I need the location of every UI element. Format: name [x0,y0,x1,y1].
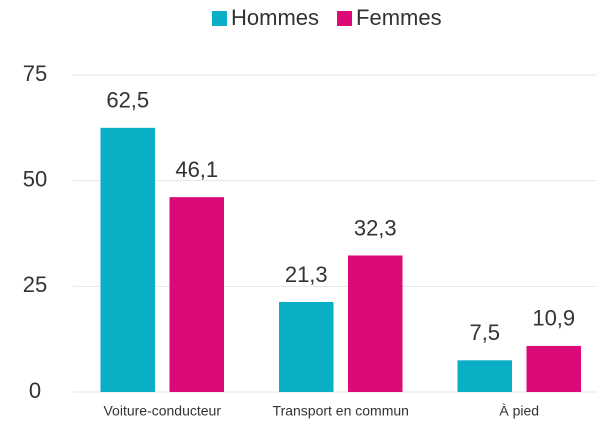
bar [169,197,224,392]
y-tick-label: 75 [23,61,47,86]
bar [457,360,512,392]
bar [348,255,403,392]
legend-label: Hommes [231,5,319,30]
legend-label: Femmes [356,5,442,30]
legend-swatch [337,11,353,26]
x-tick-label: À pied [499,403,539,419]
data-label: 7,5 [469,320,500,345]
data-label: 46,1 [175,157,218,182]
x-tick-label: Transport en commun [273,403,409,419]
data-label: 32,3 [354,215,397,240]
data-label: 10,9 [532,306,575,331]
y-tick-label: 25 [23,272,47,297]
legend-swatch [212,11,227,26]
y-tick-label: 50 [23,166,47,191]
bar [100,127,155,392]
bar [279,301,334,392]
bar [526,345,581,392]
data-label: 21,3 [285,262,328,287]
data-label: 62,5 [106,88,149,113]
y-tick-label: 0 [29,378,41,403]
x-tick-label: Voiture-conducteur [103,403,221,419]
